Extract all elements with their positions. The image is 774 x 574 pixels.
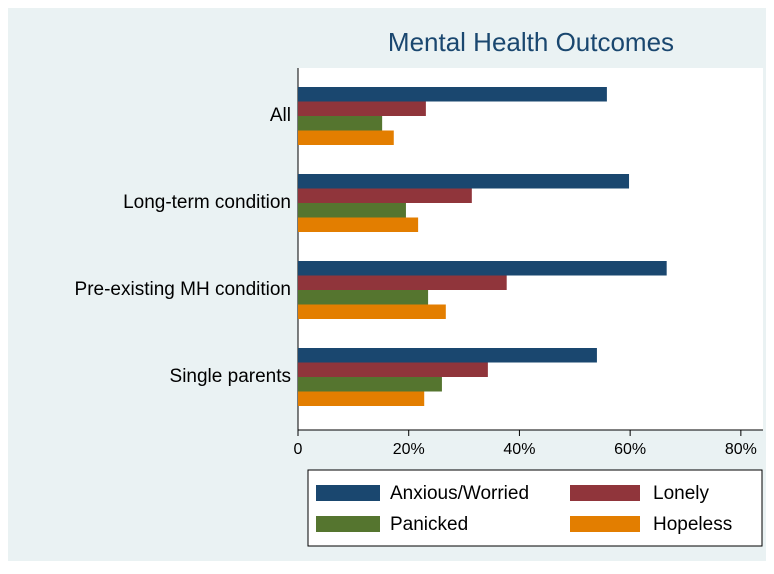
legend-label: Hopeless xyxy=(653,514,732,535)
bar xyxy=(298,203,406,218)
legend-label: Lonely xyxy=(653,483,709,504)
legend-box xyxy=(307,469,763,547)
bar xyxy=(298,116,383,131)
bar xyxy=(298,391,425,406)
bar xyxy=(298,130,394,145)
y-tick-label: Long-term condition xyxy=(123,192,291,213)
bar xyxy=(298,362,488,377)
bar xyxy=(298,217,419,232)
bar xyxy=(298,87,607,102)
legend-swatch xyxy=(570,516,640,532)
y-tick-label: Pre-existing MH condition xyxy=(75,279,291,300)
bar xyxy=(298,174,630,189)
bar xyxy=(298,275,507,290)
x-tick-label: 40% xyxy=(503,441,535,458)
legend-swatch xyxy=(316,485,380,501)
bar xyxy=(298,188,472,203)
x-tick-label: 20% xyxy=(393,441,425,458)
x-tick-label: 0 xyxy=(294,441,303,458)
bar xyxy=(298,377,442,392)
chart-title: Mental Health Outcomes xyxy=(388,27,674,57)
legend-label: Anxious/Worried xyxy=(390,483,529,504)
bar xyxy=(298,290,429,305)
bar xyxy=(298,304,446,319)
x-tick-label: 80% xyxy=(725,441,757,458)
y-tick-label: All xyxy=(270,105,291,126)
bar xyxy=(298,261,667,276)
bar xyxy=(298,348,597,363)
y-tick-label: Single parents xyxy=(170,366,291,387)
legend-swatch xyxy=(316,516,380,532)
x-tick-label: 60% xyxy=(614,441,646,458)
bar xyxy=(298,101,426,116)
legend-label: Panicked xyxy=(390,514,468,535)
legend-swatch xyxy=(570,485,640,501)
